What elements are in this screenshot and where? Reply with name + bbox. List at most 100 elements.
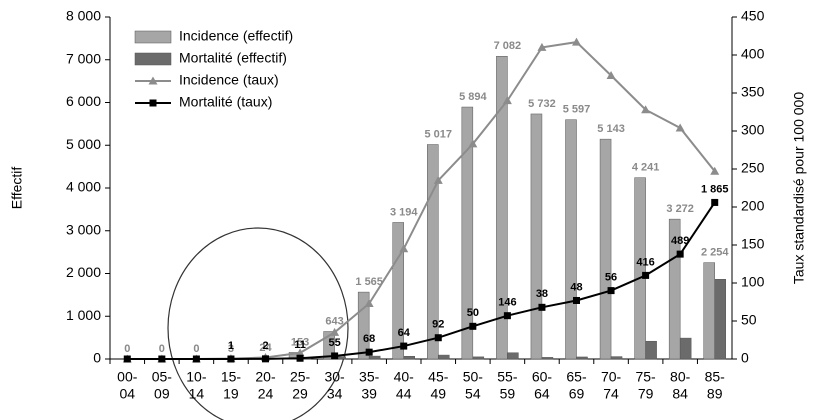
data-label: 489 <box>671 235 689 247</box>
legend-marker <box>149 99 157 107</box>
data-label: 3 <box>228 343 234 355</box>
x-tick-label: 69 <box>569 386 585 402</box>
bar <box>323 331 335 360</box>
x-tick-label: 75- <box>635 369 656 385</box>
y-tick-label: 2 000 <box>66 264 101 280</box>
legend-swatch <box>134 30 172 44</box>
x-tick-label: 15- <box>221 369 242 385</box>
bar <box>427 144 439 360</box>
marker <box>572 37 581 46</box>
y-tick-label: 3 000 <box>66 221 101 237</box>
x-tick-label: 84 <box>672 386 688 402</box>
bar <box>392 222 404 360</box>
bar <box>679 337 692 360</box>
bar <box>438 354 450 360</box>
x-tick-label: 34 <box>327 386 343 402</box>
y2-axis-label: Taux standardisé pour 100 000 <box>791 92 807 284</box>
data-label: 1 565 <box>355 276 383 288</box>
data-label: 0 <box>124 343 130 355</box>
x-tick-label: 54 <box>465 386 481 402</box>
marker <box>158 355 166 363</box>
x-tick-label: 10- <box>186 369 207 385</box>
x-tick-label: 29 <box>292 386 308 402</box>
marker <box>711 198 719 206</box>
data-label: 56 <box>605 272 617 284</box>
y-tick-label: 5 000 <box>66 136 101 152</box>
marker <box>296 354 304 362</box>
bar <box>634 177 646 360</box>
y-tick-label: 7 000 <box>66 50 101 66</box>
marker <box>537 42 547 51</box>
y2-tick-label: 0 <box>741 350 749 366</box>
y-tick-label: 8 000 <box>66 8 101 24</box>
x-tick-label: 20- <box>255 369 276 385</box>
y-tick-label: 4 000 <box>66 179 101 195</box>
x-tick-label: 89 <box>707 386 723 402</box>
x-tick-label: 59 <box>500 386 516 402</box>
y2-tick-label: 200 <box>741 198 765 214</box>
data-label: 11 <box>294 339 306 351</box>
x-tick-label: 40- <box>394 369 415 385</box>
data-label: 5 597 <box>563 104 591 116</box>
data-label: 1 865 <box>701 183 729 195</box>
bar <box>403 356 415 360</box>
x-tick-label: 00- <box>117 369 138 385</box>
y2-tick-label: 100 <box>741 274 765 290</box>
data-label: 38 <box>536 288 548 300</box>
marker <box>573 296 580 304</box>
data-label: 1 <box>228 340 234 352</box>
marker <box>538 303 546 311</box>
marker <box>330 327 340 336</box>
y2-tick-label: 150 <box>741 236 765 252</box>
bar <box>610 356 623 360</box>
data-label: 5 143 <box>597 123 625 135</box>
x-tick-label: 64 <box>534 386 550 402</box>
marker <box>433 175 443 184</box>
x-tick-label: 65- <box>566 369 587 385</box>
marker <box>227 355 235 363</box>
x-tick-label: 04 <box>119 386 135 402</box>
legend-label: Mortalité (effectif) <box>179 50 287 66</box>
x-tick-label: 14 <box>189 386 205 402</box>
y2-tick-label: 250 <box>741 160 765 176</box>
x-tick-label: 30- <box>324 369 345 385</box>
legend-label: Mortalité (taux) <box>179 94 272 110</box>
x-tick-label: 80- <box>670 369 691 385</box>
x-tick-label: 45- <box>428 369 449 385</box>
bar <box>599 138 612 360</box>
x-tick-label: 05- <box>152 369 173 385</box>
bar <box>530 113 543 360</box>
data-label: 643 <box>325 315 343 327</box>
data-label: 2 <box>262 340 268 352</box>
data-label: 48 <box>570 281 582 293</box>
marker <box>642 271 650 279</box>
x-tick-label: 25- <box>290 369 311 385</box>
marker <box>675 123 685 132</box>
y2-tick-label: 450 <box>741 8 765 24</box>
marker <box>710 166 720 175</box>
bar <box>565 119 577 360</box>
x-tick-label: 19 <box>223 386 239 402</box>
x-tick-label: 85- <box>705 369 726 385</box>
data-label: 5 732 <box>528 98 556 110</box>
legend-swatch <box>134 52 172 66</box>
data-label: 4 241 <box>632 162 660 174</box>
x-tick-label: 79 <box>638 386 654 402</box>
data-label: 5 894 <box>459 91 487 103</box>
bar <box>472 356 485 360</box>
bar <box>576 356 588 360</box>
line <box>127 201 716 360</box>
data-label: 3 194 <box>390 206 418 218</box>
x-tick-label: 50- <box>463 369 484 385</box>
marker <box>262 355 269 363</box>
bar <box>357 291 370 360</box>
data-label: 153 <box>291 336 309 348</box>
x-tick-label: 39 <box>361 386 377 402</box>
x-tick-label: 55- <box>497 369 518 385</box>
data-label: 7 082 <box>494 40 522 52</box>
data-label: 3 272 <box>666 203 694 215</box>
highlight-ellipse <box>167 227 349 420</box>
marker <box>468 139 478 148</box>
data-label: 416 <box>636 256 654 268</box>
